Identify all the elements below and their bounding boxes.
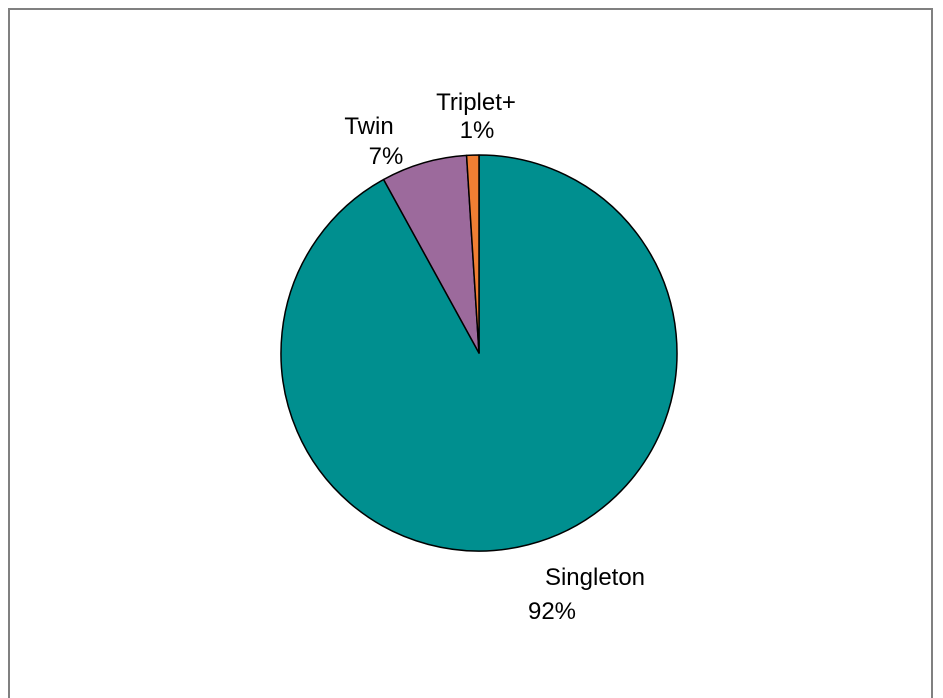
slice-value-singleton: 92% [528,598,576,625]
slice-label-triplet: Triplet+ [436,89,516,116]
pie-slice-triplet [465,154,480,354]
slice-label-twin: Twin [344,113,393,140]
slice-value-twin: 7% [369,143,404,170]
slice-label-singleton: Singleton [545,564,645,591]
slice-value-triplet: 1% [460,117,495,144]
pie-slices [280,154,678,552]
